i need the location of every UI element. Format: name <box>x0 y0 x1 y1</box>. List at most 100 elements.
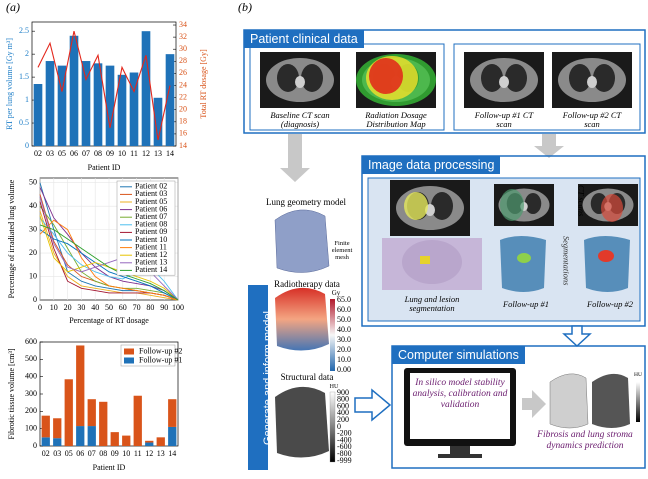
legend-label: Follow-up #2 <box>139 346 182 355</box>
bar-segment <box>168 426 177 446</box>
legend-label: Patient 08 <box>135 220 167 229</box>
x-tick-label: 14 <box>168 449 176 458</box>
colorbar-tick-label: -600 <box>337 442 352 451</box>
colorbar-unit: HU <box>329 384 339 390</box>
y-tick-label: 2.5 <box>19 26 29 35</box>
legend-label: Patient 11 <box>135 242 167 251</box>
x-tick-label: 10 <box>118 149 126 158</box>
y2-tick-label: 34 <box>179 20 187 29</box>
y-axis-label: Percentage of irradiated lung volume <box>7 179 16 298</box>
bar <box>33 84 43 146</box>
y-tick-label: 500 <box>25 354 37 363</box>
caption: Radiotherapy data <box>274 279 340 289</box>
bar-segment <box>156 437 165 446</box>
colorbar-tick-label: 50.0 <box>337 315 351 324</box>
colorbar-tick-label: -200 <box>337 429 352 438</box>
legend-box <box>116 180 176 276</box>
y2-tick-label: 22 <box>179 92 187 101</box>
x-tick-label: 08 <box>94 149 102 158</box>
y2-axis-label: Total RT dosage [Gy] <box>199 49 208 119</box>
legend-label: Patient 09 <box>135 227 167 236</box>
y-axis-label: RT per lung volume [Gy m³] <box>5 38 14 130</box>
y-tick-label: 0.5 <box>19 118 29 127</box>
flow-arrow <box>280 134 310 182</box>
y-tick-label: 0 <box>25 141 29 150</box>
colorbar-tick-label: 900 <box>337 388 349 397</box>
panel-label: (b) <box>238 0 252 14</box>
y2-tick-label: 20 <box>179 105 187 114</box>
colorbar-tick-label: 30.0 <box>337 335 351 344</box>
y-tick-label: 1.5 <box>19 72 29 81</box>
legend-label: Patient 07 <box>135 212 167 221</box>
bar <box>141 31 151 147</box>
y2-tick-label: 26 <box>179 68 187 77</box>
legend-label: Patient 05 <box>135 197 167 206</box>
processing-panel <box>361 155 646 327</box>
x-tick-label: 11 <box>130 149 138 158</box>
bar-segment <box>41 437 50 446</box>
colorbar-tick-label: 40.0 <box>337 325 351 334</box>
line-series <box>39 196 179 301</box>
y2-tick-label: 16 <box>179 129 187 138</box>
y2-tick-label: 24 <box>179 80 187 89</box>
bar-segment <box>87 426 96 446</box>
bar-segment <box>53 418 62 439</box>
caption: Follow-up #2 <box>586 299 634 309</box>
y-tick-label: 30 <box>29 224 37 233</box>
caption: Follow-up #1 <box>502 299 550 309</box>
y-axis-label: Fibrotic tissue volume [cm³] <box>7 348 16 439</box>
caption: Finite element mesh <box>331 240 353 262</box>
simulations-panel <box>391 345 646 469</box>
caption: Structural data <box>280 372 334 382</box>
colorbar-tick-label: 600 <box>337 401 349 410</box>
bar-segment <box>76 345 85 427</box>
legend-label: Patient 03 <box>135 189 167 198</box>
x-tick-label: 07 <box>88 449 96 458</box>
legend-swatch <box>124 348 134 355</box>
x-axis-label: Percentage of RT dosage <box>69 316 149 325</box>
colorbar-tick-label: 800 <box>337 395 349 404</box>
bar-segment <box>145 442 154 446</box>
section-title: Computer simulations <box>392 346 525 364</box>
x-tick-label: 70 <box>133 303 141 312</box>
y-tick-label: 200 <box>25 406 37 415</box>
legend-label: Patient 12 <box>135 250 167 259</box>
x-tick-label: 80 <box>146 303 154 312</box>
bar-segment <box>53 438 62 446</box>
colorbar-tick-label: -400 <box>337 435 352 444</box>
caption: Baseline CT scan (diagnosis) <box>270 110 330 130</box>
x-tick-label: 60 <box>119 303 127 312</box>
x-tick-label: 40 <box>91 303 99 312</box>
y-tick-label: 400 <box>25 371 37 380</box>
y-tick-label: 0 <box>33 295 37 304</box>
legend-label: Patient 06 <box>135 204 167 213</box>
plot-frame <box>31 21 177 147</box>
x-tick-label: 12 <box>142 149 150 158</box>
model-panel <box>248 209 336 470</box>
x-tick-label: 12 <box>145 449 153 458</box>
bar <box>153 97 163 146</box>
line-series <box>39 210 179 301</box>
bar <box>165 54 175 146</box>
x-tick-label: 100 <box>172 303 184 312</box>
x-tick-label: 09 <box>111 449 119 458</box>
x-tick-label: 90 <box>160 303 168 312</box>
x-tick-label: 09 <box>106 149 114 158</box>
bar <box>93 63 103 147</box>
colorbar-tick-label: 65.0 <box>337 295 351 304</box>
caption: Follow-up #1 CT scan <box>474 110 534 130</box>
colorbar-tick-label: 60.0 <box>337 305 351 314</box>
y-tick-label: 50 <box>29 178 37 187</box>
y2-tick-label: 30 <box>179 44 187 53</box>
x-tick-label: 06 <box>70 149 78 158</box>
y-tick-label: 2 <box>25 49 29 58</box>
caption: Lung geometry model <box>266 197 346 207</box>
caption: CT scans <box>576 185 587 217</box>
colorbar-tick-label: 20.0 <box>337 345 351 354</box>
x-tick-label: 03 <box>53 449 61 458</box>
bar-segment <box>168 399 177 427</box>
section-title: Patient clinical data <box>244 30 364 48</box>
bar-segment <box>99 401 108 446</box>
flow-arrow <box>354 388 392 422</box>
screen-text: In silico model stability analysis, cali… <box>412 378 508 410</box>
